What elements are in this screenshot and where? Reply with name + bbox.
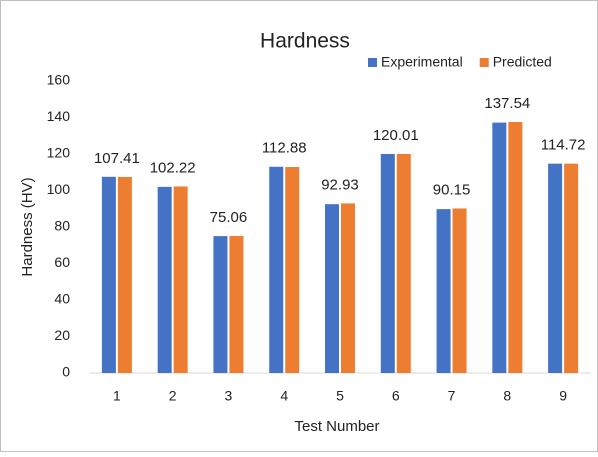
bar bbox=[396, 153, 411, 373]
data-label: 90.15 bbox=[433, 181, 471, 198]
x-tick-label: 6 bbox=[392, 388, 400, 404]
data-label: 75.06 bbox=[210, 209, 248, 226]
y-tick-label: 80 bbox=[54, 218, 70, 234]
bar bbox=[213, 236, 228, 373]
bar bbox=[101, 176, 116, 373]
bar bbox=[269, 166, 284, 373]
bar bbox=[452, 208, 467, 373]
bar bbox=[548, 163, 563, 373]
data-label: 137.54 bbox=[484, 95, 530, 112]
data-label: 92.93 bbox=[321, 176, 359, 193]
x-tick-label: 2 bbox=[169, 388, 177, 404]
bar bbox=[325, 204, 339, 373]
data-label: 107.41 bbox=[94, 150, 140, 167]
x-tick-label: 7 bbox=[448, 388, 456, 404]
bar bbox=[508, 121, 523, 373]
legend-label: Predicted bbox=[493, 54, 552, 70]
legend-swatch bbox=[479, 58, 489, 67]
data-label: 120.01 bbox=[373, 127, 419, 144]
bar bbox=[173, 186, 188, 373]
legend-swatch bbox=[368, 58, 377, 67]
x-tick-label: 9 bbox=[559, 388, 567, 404]
bar bbox=[341, 203, 355, 373]
data-label: 114.72 bbox=[541, 137, 586, 154]
bar bbox=[436, 209, 451, 373]
y-axis-label: Hardness (HV) bbox=[19, 177, 36, 276]
x-tick-label: 4 bbox=[280, 388, 288, 404]
y-tick-label: 120 bbox=[47, 145, 71, 161]
bar bbox=[285, 166, 300, 373]
x-tick-label: 1 bbox=[113, 388, 121, 404]
bar bbox=[564, 163, 579, 373]
y-tick-label: 140 bbox=[47, 108, 71, 124]
bar bbox=[157, 186, 172, 373]
x-tick-label: 3 bbox=[225, 388, 233, 404]
y-tick-label: 160 bbox=[47, 72, 71, 88]
x-axis-label: Test Number bbox=[294, 418, 379, 435]
y-tick-label: 60 bbox=[54, 254, 70, 270]
bar bbox=[117, 176, 132, 373]
bar bbox=[492, 122, 507, 373]
x-tick-label: 5 bbox=[336, 388, 344, 404]
y-tick-label: 20 bbox=[54, 327, 70, 343]
y-tick-label: 40 bbox=[54, 291, 70, 307]
data-label: 102.22 bbox=[150, 159, 196, 176]
x-tick-label: 8 bbox=[503, 388, 511, 404]
y-tick-label: 0 bbox=[62, 364, 70, 380]
legend-label: Experimental bbox=[381, 54, 463, 70]
chart-title: Hardness bbox=[260, 30, 350, 53]
data-label: 112.88 bbox=[262, 140, 307, 157]
bar bbox=[380, 154, 395, 373]
bar bbox=[229, 236, 244, 373]
y-tick-label: 100 bbox=[47, 181, 71, 197]
